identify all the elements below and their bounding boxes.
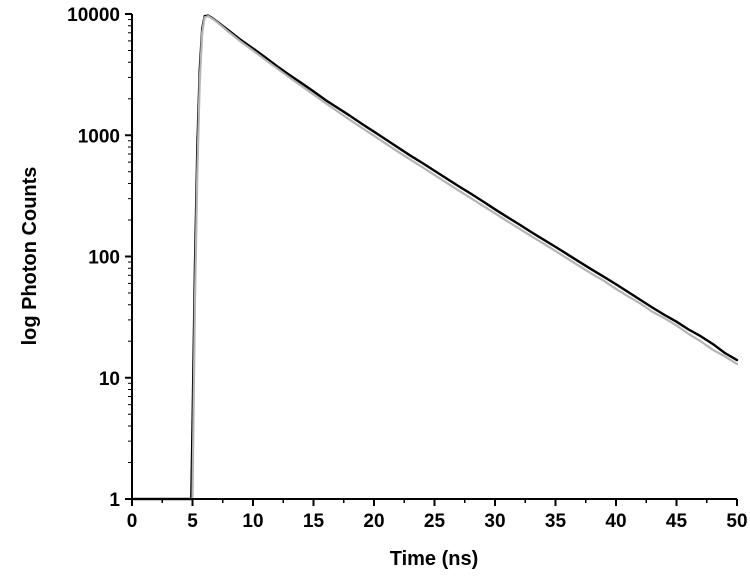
y-tick-label: 1000 <box>78 126 120 147</box>
y-tick-label: 1 <box>109 490 120 511</box>
x-axis-label: Time (ns) <box>390 548 479 570</box>
x-tick-label: 20 <box>363 511 384 532</box>
x-ticks: 0 5 10 15 20 25 30 35 40 45 50 <box>127 499 748 532</box>
y-tick-label: 10 <box>99 369 120 390</box>
y-axis-label: log Photon Counts <box>19 167 41 346</box>
y-tick-label: 100 <box>88 248 120 269</box>
x-tick-label: 35 <box>545 511 567 532</box>
x-tick-label: 5 <box>187 511 198 532</box>
x-tick-label: 25 <box>424 511 446 532</box>
x-tick-label: 40 <box>605 511 626 532</box>
y-ticks: 1 10 100 1000 10000 <box>67 5 132 511</box>
plot-area <box>132 14 737 499</box>
x-tick-label: 0 <box>127 511 138 532</box>
series-layer <box>130 14 739 501</box>
x-tick-label: 45 <box>666 511 688 532</box>
x-tick-label: 50 <box>726 511 747 532</box>
y-tick-label: 10000 <box>67 5 120 26</box>
x-tick-label: 10 <box>242 511 263 532</box>
x-tick-label: 30 <box>484 511 505 532</box>
series-line-2 <box>130 15 739 501</box>
x-tick-label: 15 <box>303 511 325 532</box>
